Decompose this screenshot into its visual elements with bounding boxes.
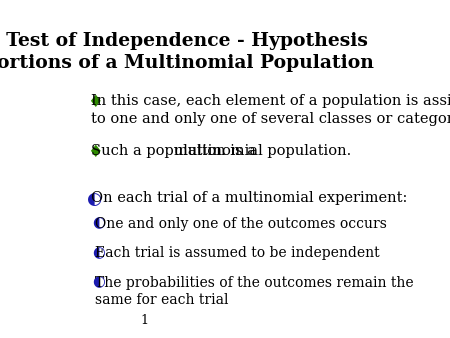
Text: ◐: ◐ [92, 217, 104, 231]
Text: The probabilities of the outcomes remain the
same for each trial: The probabilities of the outcomes remain… [95, 275, 414, 308]
Text: ◐: ◐ [92, 275, 104, 290]
Text: On each trial of a multinomial experiment:: On each trial of a multinomial experimen… [91, 191, 408, 205]
Text: ◐: ◐ [87, 191, 103, 208]
Text: ♦: ♦ [87, 144, 103, 161]
Text: Each trial is assumed to be independent: Each trial is assumed to be independent [95, 246, 380, 260]
Text: Such a population is a: Such a population is a [91, 144, 261, 158]
Text: ♦: ♦ [87, 94, 103, 111]
Text: multinomial population.: multinomial population. [174, 144, 351, 158]
Text: ◐: ◐ [92, 246, 104, 260]
Text: In this case, each element of a population is assigned
to one and only one of se: In this case, each element of a populati… [91, 94, 450, 126]
Text: Chapter 11 – Test of Independence - Hypothesis
Test for Proportions of a Multino: Chapter 11 – Test of Independence - Hypo… [0, 31, 374, 72]
Text: One and only one of the outcomes occurs: One and only one of the outcomes occurs [95, 217, 387, 231]
Text: 1: 1 [140, 314, 148, 327]
